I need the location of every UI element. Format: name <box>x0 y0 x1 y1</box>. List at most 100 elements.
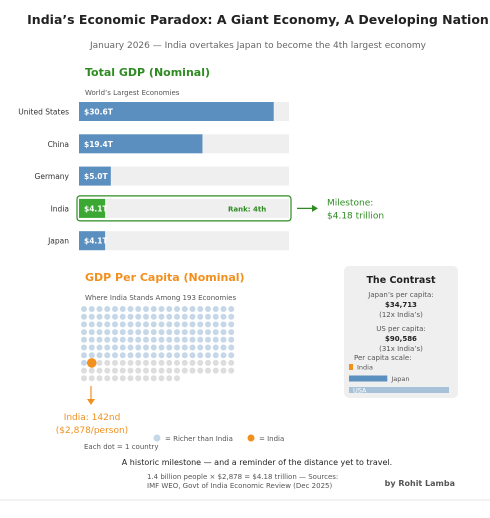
legend-india-label: = India <box>259 435 284 443</box>
dot-country <box>228 367 235 374</box>
category-label-united-states: United States <box>18 108 69 117</box>
dot-country <box>112 344 118 351</box>
dot-country <box>119 344 126 351</box>
dot-country <box>127 344 134 351</box>
dot-country <box>150 367 157 374</box>
dot-country <box>197 306 204 312</box>
footer-formula: 1.4 billion people × $2,878 = $4.18 tril… <box>147 473 338 481</box>
dot-country <box>189 306 196 312</box>
country-dot-grid <box>81 306 235 382</box>
dot-country <box>81 375 87 382</box>
dot-country <box>96 359 103 366</box>
scale-label-india: India <box>357 364 373 372</box>
dot-country <box>104 329 111 336</box>
scale-bar-india <box>349 364 353 370</box>
dot-country <box>112 352 118 359</box>
bar-japan <box>79 231 106 251</box>
dot-country <box>127 336 134 343</box>
dot-country <box>81 359 87 366</box>
gdp-bar-chart: United States $30.6T China $19.4T Germany $5.… <box>18 102 384 251</box>
dot-country <box>220 344 227 351</box>
dot-country <box>189 321 196 328</box>
dot-country <box>135 313 142 320</box>
dot-country <box>119 321 126 328</box>
dot-country <box>104 344 111 351</box>
dot-country <box>143 321 149 328</box>
dot-country <box>205 352 211 359</box>
dot-country <box>212 313 219 320</box>
dot-country <box>197 336 204 343</box>
india-pointer-arrow <box>87 399 95 405</box>
legend-richer-dot <box>153 434 161 442</box>
bar-track-japan <box>79 231 289 251</box>
dot-country <box>104 375 111 382</box>
dot-country <box>158 375 165 382</box>
dot-country <box>112 329 118 336</box>
dot-country <box>150 321 157 328</box>
dot-country <box>143 329 149 336</box>
dot-country <box>205 329 211 336</box>
bar-united-states <box>79 102 274 121</box>
dot-country <box>228 329 235 336</box>
dot-country <box>174 306 180 312</box>
dot-country <box>143 336 149 343</box>
bar-india <box>79 198 106 218</box>
contrast-title: The Contrast <box>366 275 436 286</box>
dot-country <box>143 306 149 312</box>
dot-country <box>212 321 219 328</box>
footer-author: by Rohit Lamba <box>385 479 455 488</box>
dot-country <box>189 344 196 351</box>
dot-country <box>205 367 211 374</box>
dot-country <box>88 375 95 382</box>
dot-country <box>166 321 173 328</box>
dot-note: Each dot = 1 country <box>84 443 158 451</box>
dot-country <box>135 321 142 328</box>
dot-country <box>158 344 165 351</box>
dot-country <box>212 329 219 336</box>
milestone-title: Milestone: <box>327 198 373 208</box>
dot-country <box>212 336 219 343</box>
dot-country <box>197 359 204 366</box>
dot-country <box>166 375 173 382</box>
dot-country <box>205 321 211 328</box>
dot-country <box>166 359 173 366</box>
dot-country <box>135 352 142 359</box>
dot-country <box>127 367 134 374</box>
us-ratio: (31x India’s) <box>379 345 423 353</box>
dot-country <box>104 359 111 366</box>
dot-country <box>189 359 196 366</box>
dot-country <box>112 336 118 343</box>
dot-country <box>81 352 87 359</box>
page-subtitle: January 2026 — India overtakes Japan to … <box>89 41 427 51</box>
dot-country <box>220 359 227 366</box>
dot-country <box>127 313 134 320</box>
dot-country <box>205 359 211 366</box>
dot-country <box>212 306 219 312</box>
rank-label: Rank: 4th <box>228 205 266 213</box>
gdp-caption: World’s Largest Economies <box>85 89 180 97</box>
value-label-japan: $4.1T <box>84 237 109 246</box>
dot-country <box>212 352 219 359</box>
dot-country <box>81 321 87 328</box>
dot-country <box>88 306 95 312</box>
dot-country <box>181 336 188 343</box>
dot-country <box>181 306 188 312</box>
dot-country <box>166 306 173 312</box>
dot-country <box>189 336 196 343</box>
dot-country <box>143 375 149 382</box>
dot-country <box>143 367 149 374</box>
dot-country <box>228 306 235 312</box>
dot-country <box>174 313 180 320</box>
dot-country <box>197 367 204 374</box>
dot-country <box>158 359 165 366</box>
dot-country <box>181 329 188 336</box>
scale-label-usa: USA <box>353 387 367 395</box>
dot-country <box>212 367 219 374</box>
bar-germany <box>79 166 111 186</box>
dot-country <box>181 352 188 359</box>
dot-country <box>197 313 204 320</box>
dot-country <box>127 321 134 328</box>
india-value-label: ($2,878/person) <box>56 426 128 436</box>
dot-country <box>150 352 157 359</box>
dot-country <box>189 367 196 374</box>
